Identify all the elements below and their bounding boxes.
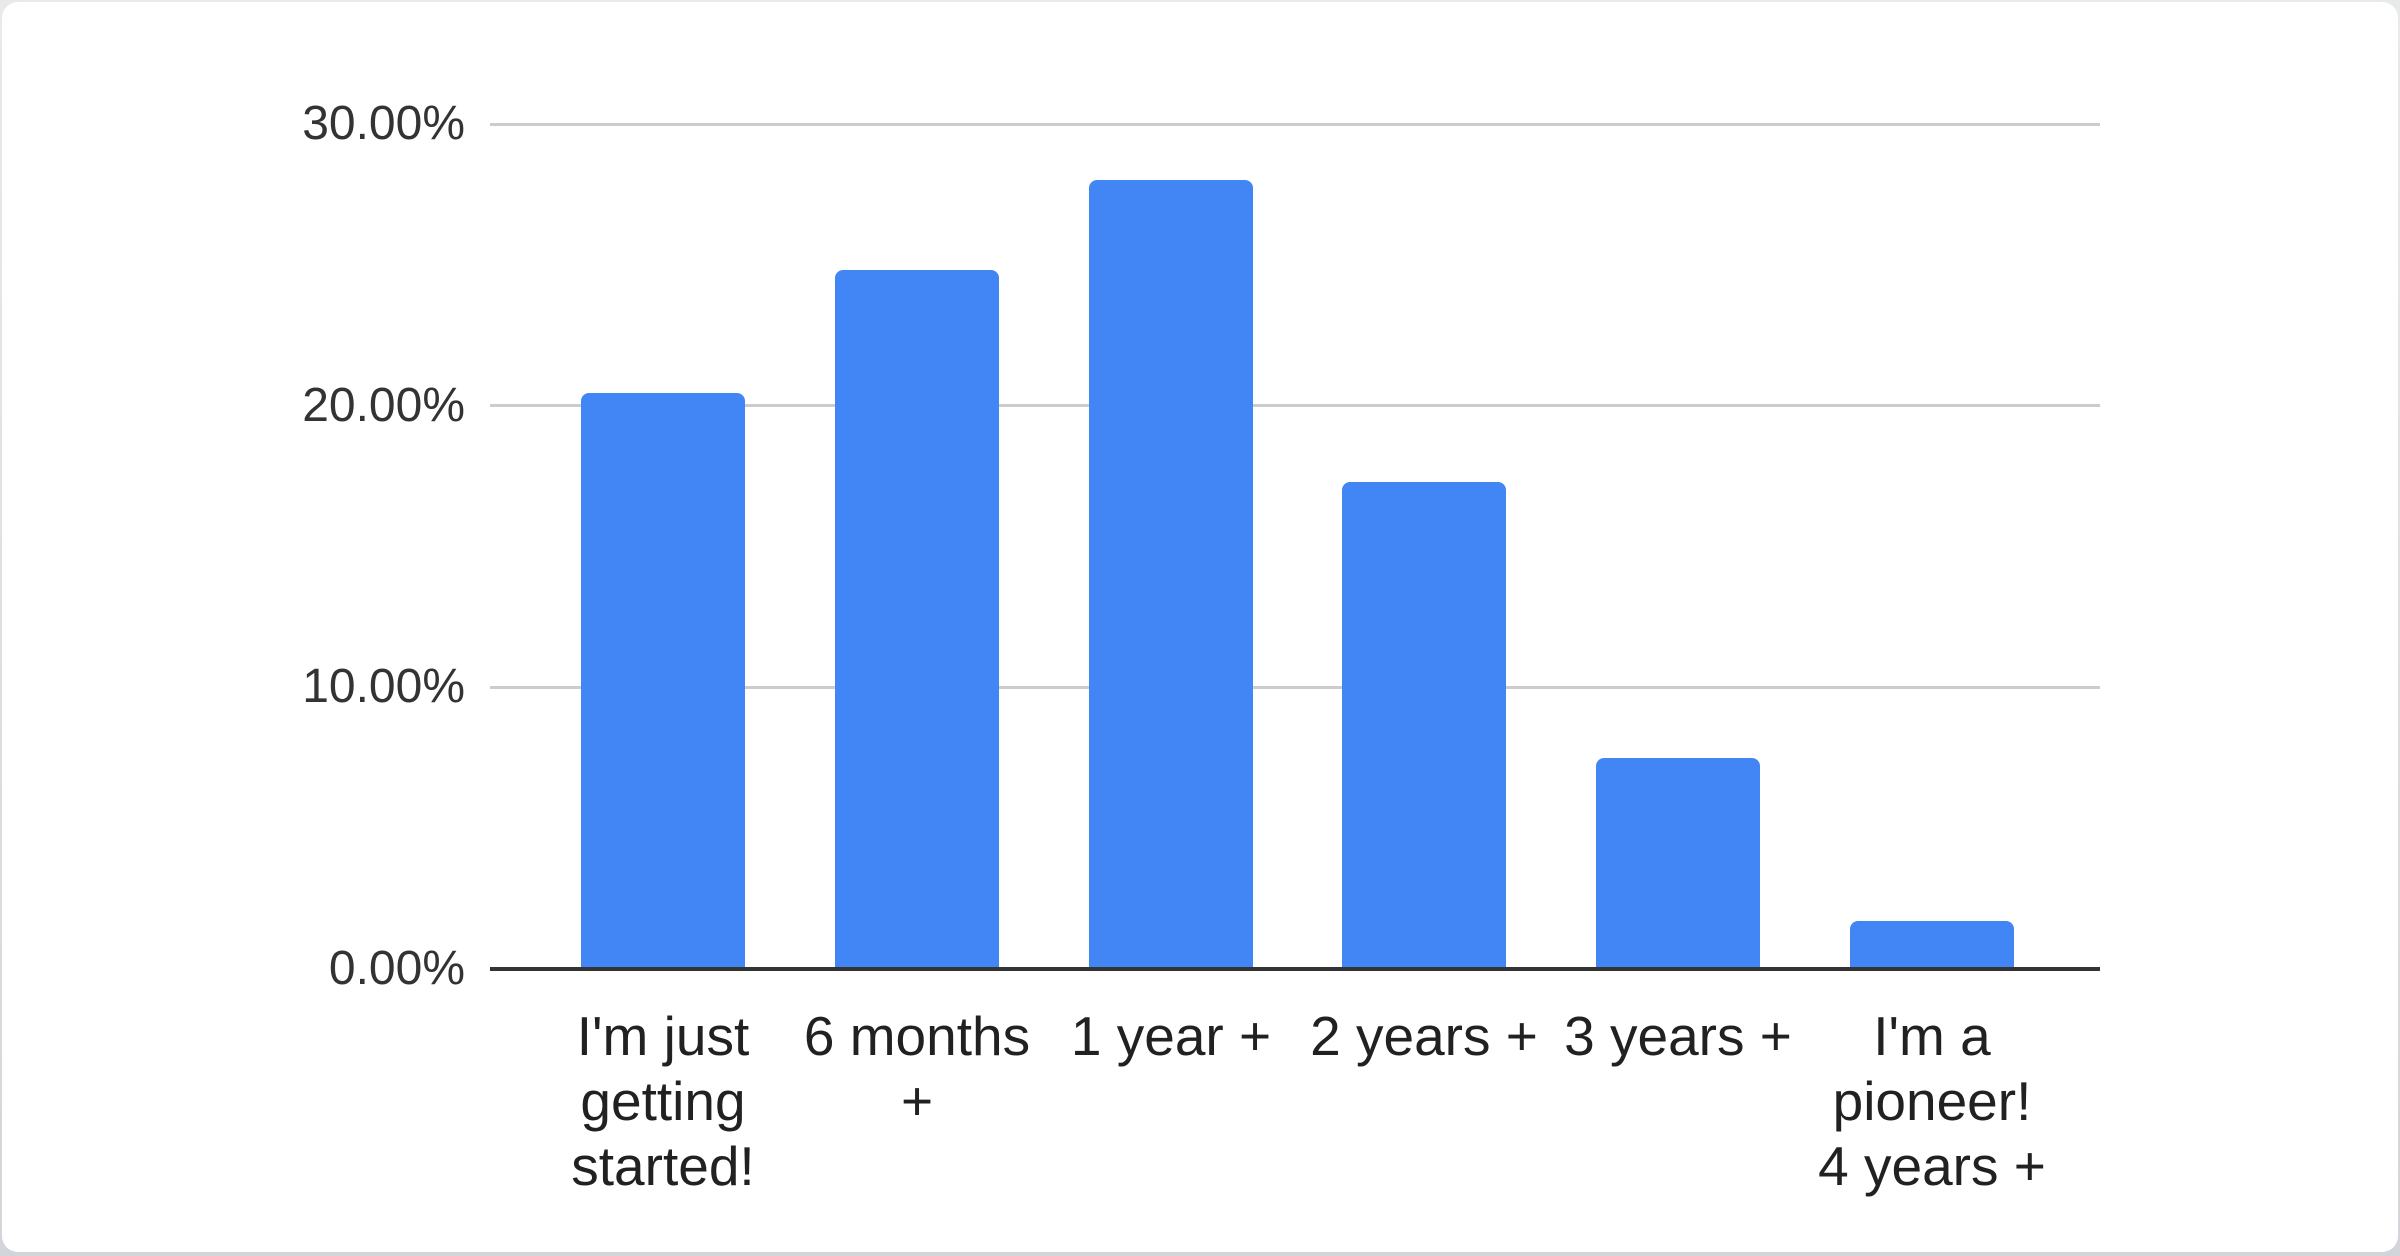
x-axis-category-label-line: 4 years + [1818,1135,2046,1197]
x-axis-category-label: 6 months + [787,1004,1047,1134]
y-axis-tick-label: 0.00% [328,942,465,995]
y-axis-tick-label: 10.00% [302,660,465,714]
gridline-30 [490,122,2100,126]
bar-2 [835,270,999,969]
bar-6 [1850,921,2014,969]
x-axis-category-label-line: I'm a [1873,1005,1991,1067]
x-axis-category-label-line: 6 months [803,1005,1031,1067]
gridline-10 [490,685,2100,689]
x-axis-category-label: 2 years + [1294,1004,1554,1069]
bar-4 [1342,482,1506,969]
bar-1 [581,393,745,969]
x-axis-category-label-line: getting [580,1070,746,1132]
y-axis-tick-label: 20.00% [302,378,465,432]
x-axis-category-label-line: 3 years + [1564,1005,1792,1067]
gridline-20 [490,404,2100,408]
y-axis-tick-label: 30.00% [302,97,465,150]
x-axis-category-label: I'm just getting started! [533,1004,793,1199]
bar-5 [1596,758,1760,969]
x-axis-category-label-line: + [900,1070,934,1132]
x-axis-category-label: 1 year + [1041,1004,1301,1069]
x-axis-category-label-line: started! [571,1135,755,1197]
x-axis-category-label-line: I'm just [576,1005,750,1067]
x-axis-category-label-line: 1 year + [1070,1005,1272,1067]
x-axis-line [490,967,2100,971]
x-axis-category-label-line: pioneer! [1832,1070,2032,1132]
x-axis-category-label-line: 2 years + [1310,1005,1538,1067]
x-axis-category-label: 3 years + [1548,1004,1808,1069]
x-axis-category-label: I'm a pioneer! 4 years + [1802,1004,2062,1199]
bar-3 [1089,180,1253,969]
